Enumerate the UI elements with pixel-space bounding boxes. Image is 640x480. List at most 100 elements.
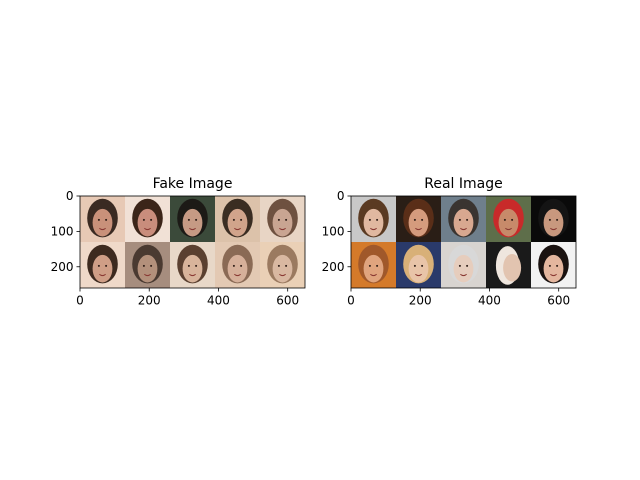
face-tile [215,196,260,242]
face-tile [441,196,486,242]
x-tick-label: 400 [207,294,230,308]
eye [240,264,243,267]
face [272,208,293,237]
fake-image-x-ticks: 0 200 400 600 [76,288,299,308]
eye [466,264,469,267]
face-tile [125,242,170,288]
eye [105,264,108,267]
eye [368,264,371,267]
real-image-x-ticks: 0 200 400 600 [347,288,570,308]
face-tile [170,242,215,288]
eye [97,218,100,221]
mouth [460,227,467,231]
eye [285,218,288,221]
eye [548,218,551,221]
eye [413,218,416,221]
x-tick-label: 200 [409,294,432,308]
real-image-y-ticks: 0 100 200 [322,189,351,274]
mouth [144,273,151,277]
face [92,254,113,283]
eye [421,264,424,267]
mouth [99,273,106,277]
face [227,208,248,237]
face-tile [396,242,441,288]
face [182,208,203,237]
mouth [279,227,286,231]
eye [458,264,461,267]
mouth [550,273,557,277]
face [543,208,564,237]
eye [421,218,424,221]
mouth [99,227,106,231]
eye [232,218,235,221]
mouth [189,273,196,277]
face-tile [260,196,305,242]
real-image-axes-frame [350,195,577,289]
y-tick-label: 200 [51,260,74,274]
face [227,254,248,283]
face-tile [486,196,531,242]
fake-image-title: Fake Image [153,176,233,192]
face [453,254,474,283]
face [408,208,429,237]
x-tick-label: 600 [276,294,299,308]
mouth [144,227,151,231]
real-image-grid [351,196,576,288]
face [182,254,203,283]
y-tick-label: 100 [322,224,345,238]
face-tile [215,242,260,288]
eye [150,218,153,221]
mouth [279,273,286,277]
eye [511,218,514,221]
face [272,254,293,283]
eye [368,218,371,221]
eye [548,264,551,267]
x-tick-label: 200 [138,294,161,308]
mouth [505,227,512,231]
y-tick-label: 0 [337,189,345,203]
mouth [415,227,422,231]
eye [503,218,506,221]
face [543,254,564,283]
mouth [370,227,377,231]
mouth [234,227,241,231]
face-tile [80,242,125,288]
eye [376,218,379,221]
real-image-panel: Real Image 0 200 400 600 0 100 200 [322,176,577,308]
x-tick-label: 0 [76,294,84,308]
eye [240,218,243,221]
real-image-title: Real Image [424,176,502,192]
face-tile [351,196,396,242]
eye [376,264,379,267]
face-tile [441,242,486,288]
eye [277,264,280,267]
face [363,208,384,237]
eye [285,264,288,267]
face-tile [486,242,531,288]
eye [105,218,108,221]
y-tick-label: 100 [51,224,74,238]
mouth [189,227,196,231]
face [363,254,384,283]
face-tile [170,196,215,242]
face [137,208,158,237]
fake-image-grid [80,196,305,288]
fake-image-axes-frame [79,195,306,289]
x-tick-label: 0 [347,294,355,308]
face-tile [80,196,125,242]
fake-image-y-ticks: 0 100 200 [51,189,80,274]
face-tile [531,196,576,242]
eye [232,264,235,267]
eye [556,264,559,267]
mouth [370,273,377,277]
eye [556,218,559,221]
y-tick-label: 200 [322,260,345,274]
eye [187,218,190,221]
eye [195,218,198,221]
eye [97,264,100,267]
mouth [460,273,467,277]
face [92,208,113,237]
face-tile [351,242,396,288]
eye [142,264,145,267]
eye [195,264,198,267]
